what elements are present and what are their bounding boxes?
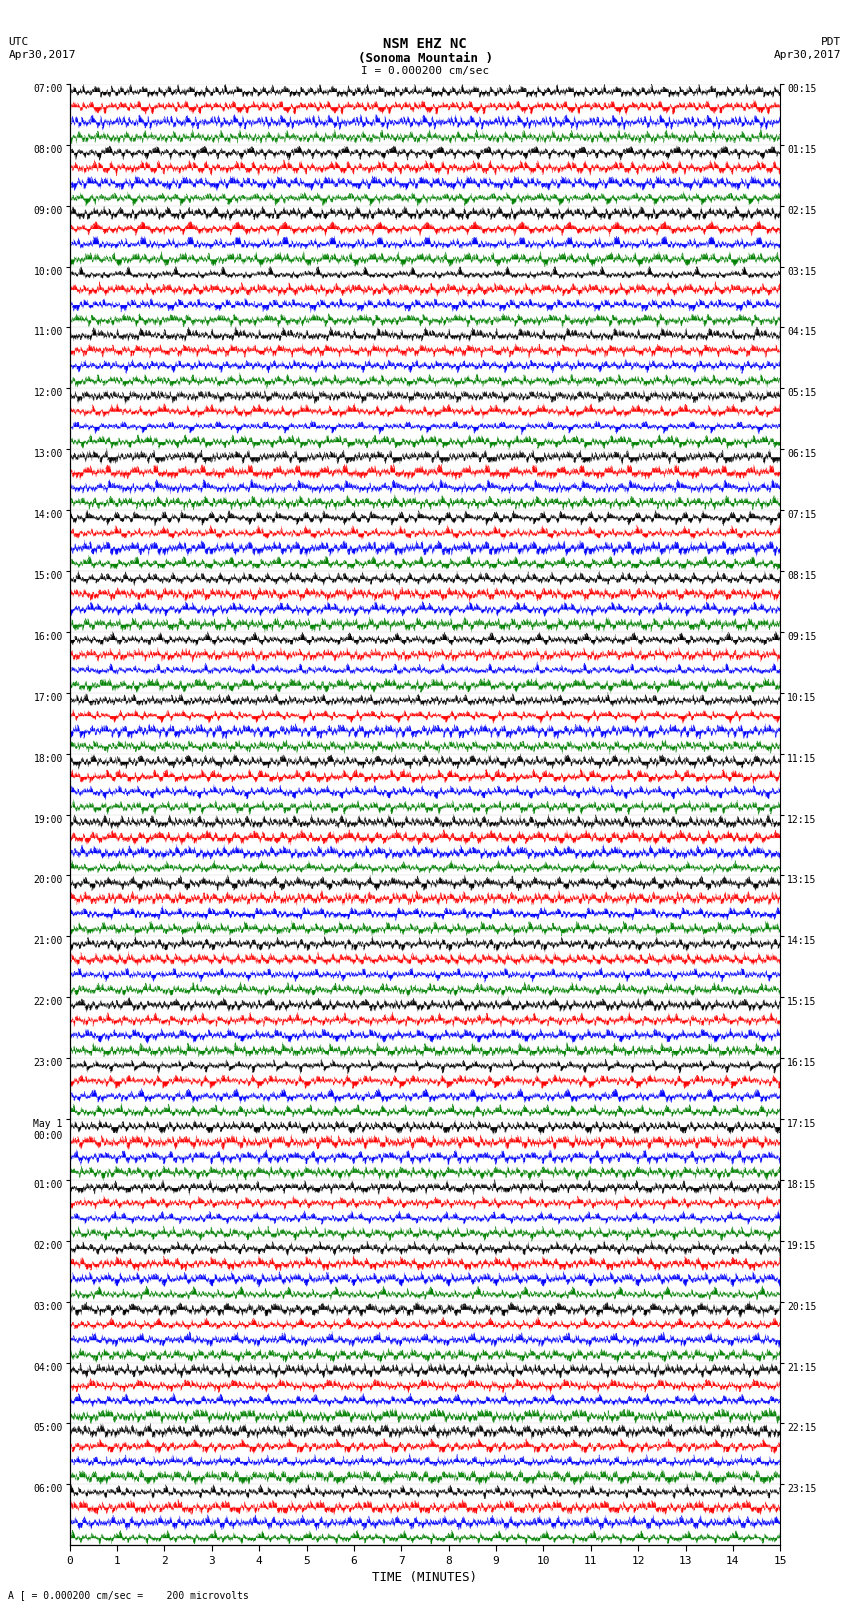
X-axis label: TIME (MINUTES): TIME (MINUTES) xyxy=(372,1571,478,1584)
Text: (Sonoma Mountain ): (Sonoma Mountain ) xyxy=(358,52,492,65)
Text: A [ = 0.000200 cm/sec =    200 microvolts: A [ = 0.000200 cm/sec = 200 microvolts xyxy=(8,1590,249,1600)
Text: PDT: PDT xyxy=(821,37,842,47)
Text: Apr30,2017: Apr30,2017 xyxy=(774,50,842,60)
Text: Apr30,2017: Apr30,2017 xyxy=(8,50,76,60)
Text: UTC: UTC xyxy=(8,37,29,47)
Text: NSM EHZ NC: NSM EHZ NC xyxy=(383,37,467,52)
Text: I = 0.000200 cm/sec: I = 0.000200 cm/sec xyxy=(361,66,489,76)
